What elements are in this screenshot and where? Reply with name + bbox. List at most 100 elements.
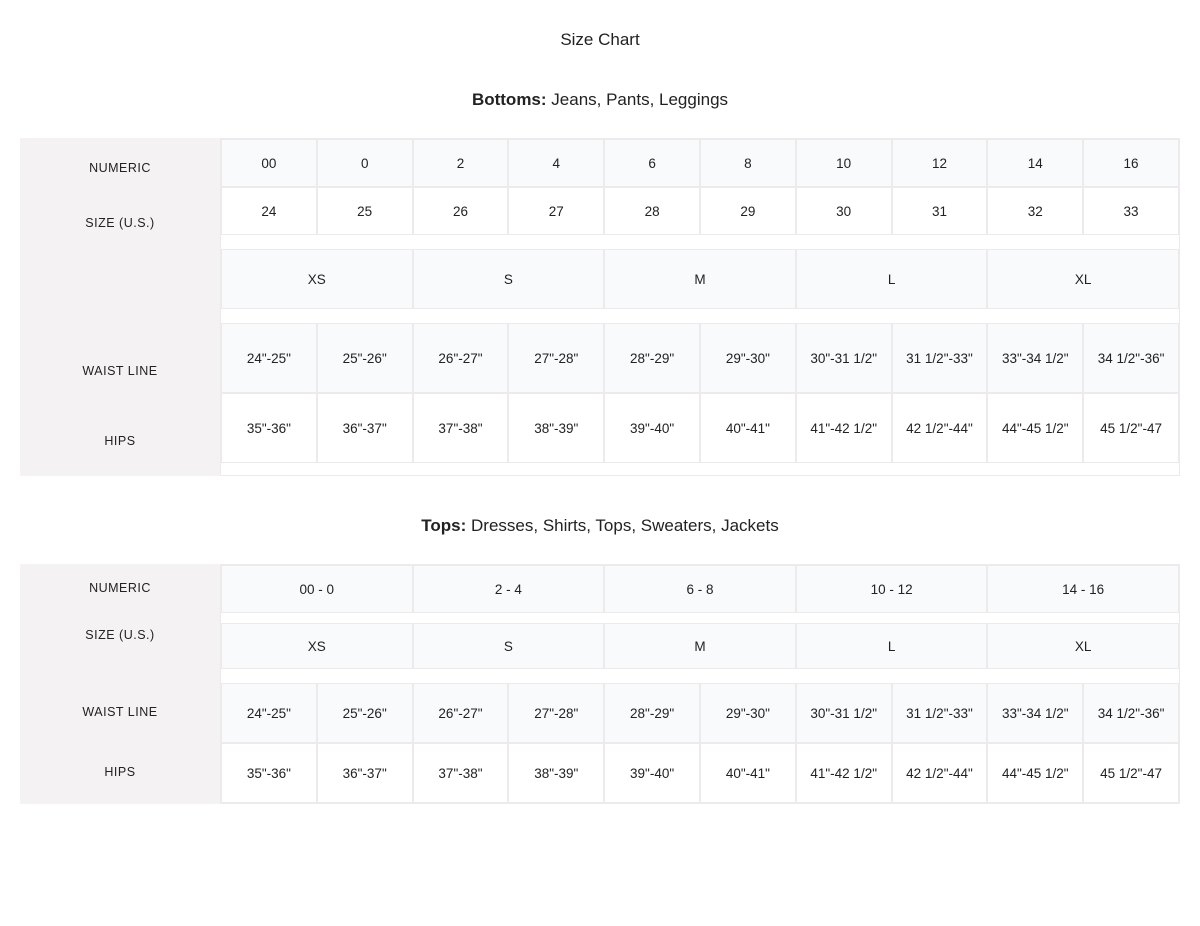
table-cell: 29 <box>700 187 796 235</box>
table-cell: 25"-26" <box>317 683 413 743</box>
table-cell: 2 - 4 <box>413 565 605 613</box>
table-cell: 34 1/2"-36" <box>1083 323 1179 393</box>
label-spacer <box>20 668 220 682</box>
bottoms-data-col: 00 0 2 4 6 8 10 12 14 16 24 25 26 27 28 … <box>220 138 1180 476</box>
table-cell: 10 <box>796 139 892 187</box>
tops-title-bold: Tops: <box>421 516 466 535</box>
label-spacer <box>20 248 220 262</box>
table-cell: 26"-27" <box>413 683 509 743</box>
table-cell: 33"-34 1/2" <box>987 683 1083 743</box>
table-cell: 29"-30" <box>700 683 796 743</box>
bottoms-size-us-row: 24 25 26 27 28 29 30 31 32 33 <box>221 187 1179 235</box>
table-cell: 35"-36" <box>221 743 317 803</box>
label-spacer <box>20 322 220 336</box>
tops-chart: NUMERIC SIZE (U.S.) WAIST LINE HIPS 00 -… <box>20 564 1180 804</box>
row-spacer <box>221 613 1179 623</box>
table-cell: 14 <box>987 139 1083 187</box>
table-cell: 39"-40" <box>604 743 700 803</box>
label-waist: WAIST LINE <box>20 682 220 742</box>
label-numeric: NUMERIC <box>20 138 220 198</box>
table-cell: 38"-39" <box>508 393 604 463</box>
table-cell: 34 1/2"-36" <box>1083 683 1179 743</box>
table-cell: 40"-41" <box>700 393 796 463</box>
table-cell: L <box>796 623 988 669</box>
bottoms-hips-row: 35"-36" 36"-37" 37"-38" 38"-39" 39"-40" … <box>221 393 1179 463</box>
table-cell: 30"-31 1/2" <box>796 683 892 743</box>
table-cell: 32 <box>987 187 1083 235</box>
bottoms-section-title: Bottoms: Jeans, Pants, Leggings <box>20 90 1180 110</box>
label-waist: WAIST LINE <box>20 336 220 406</box>
table-cell: 4 <box>508 139 604 187</box>
table-cell: 6 - 8 <box>604 565 796 613</box>
table-cell: 45 1/2"-47 <box>1083 743 1179 803</box>
table-cell: 42 1/2"-44" <box>892 393 988 463</box>
label-size-us: SIZE (U.S.) <box>20 198 220 248</box>
table-cell: 25 <box>317 187 413 235</box>
table-cell: 27"-28" <box>508 683 604 743</box>
table-cell: 16 <box>1083 139 1179 187</box>
table-cell: XS <box>221 249 413 309</box>
bottoms-waist-row: 24"-25" 25"-26" 26"-27" 27"-28" 28"-29" … <box>221 323 1179 393</box>
table-cell: 2 <box>413 139 509 187</box>
table-cell: XL <box>987 249 1179 309</box>
table-cell: 40"-41" <box>700 743 796 803</box>
table-cell: 00 <box>221 139 317 187</box>
table-cell: 27"-28" <box>508 323 604 393</box>
bottoms-chart: NUMERIC SIZE (U.S.) WAIST LINE HIPS 00 0… <box>20 138 1180 476</box>
bottoms-letters-row: XS S M L XL <box>221 249 1179 309</box>
table-cell: L <box>796 249 988 309</box>
table-cell: 38"-39" <box>508 743 604 803</box>
table-cell: 37"-38" <box>413 743 509 803</box>
table-cell: 33 <box>1083 187 1179 235</box>
row-spacer <box>221 669 1179 683</box>
label-spacer <box>20 262 220 322</box>
table-cell: 35"-36" <box>221 393 317 463</box>
table-cell: 31 <box>892 187 988 235</box>
label-hips: HIPS <box>20 742 220 802</box>
table-cell: 24"-25" <box>221 323 317 393</box>
bottoms-numeric-row: 00 0 2 4 6 8 10 12 14 16 <box>221 139 1179 187</box>
table-cell: 8 <box>700 139 796 187</box>
tops-labels-col: NUMERIC SIZE (U.S.) WAIST LINE HIPS <box>20 564 220 804</box>
table-cell: 28"-29" <box>604 683 700 743</box>
table-cell: 45 1/2"-47 <box>1083 393 1179 463</box>
tops-waist-row: 24"-25" 25"-26" 26"-27" 27"-28" 28"-29" … <box>221 683 1179 743</box>
tops-hips-row: 35"-36" 36"-37" 37"-38" 38"-39" 39"-40" … <box>221 743 1179 803</box>
table-cell: 12 <box>892 139 988 187</box>
table-cell: XL <box>987 623 1179 669</box>
table-cell: 42 1/2"-44" <box>892 743 988 803</box>
label-numeric: NUMERIC <box>20 564 220 612</box>
row-spacer <box>221 309 1179 323</box>
tops-data-col: 00 - 0 2 - 4 6 - 8 10 - 12 14 - 16 XS S … <box>220 564 1180 804</box>
bottoms-title-bold: Bottoms: <box>472 90 547 109</box>
table-cell: S <box>413 623 605 669</box>
table-cell: 26"-27" <box>413 323 509 393</box>
table-cell: 44"-45 1/2" <box>987 743 1083 803</box>
table-cell: 0 <box>317 139 413 187</box>
row-spacer <box>221 235 1179 249</box>
table-cell: 29"-30" <box>700 323 796 393</box>
table-cell: 6 <box>604 139 700 187</box>
table-cell: 24 <box>221 187 317 235</box>
tops-letters-row: XS S M L XL <box>221 623 1179 669</box>
label-spacer <box>20 658 220 668</box>
table-cell: XS <box>221 623 413 669</box>
table-cell: 44"-45 1/2" <box>987 393 1083 463</box>
label-hips: HIPS <box>20 406 220 476</box>
bottoms-labels-col: NUMERIC SIZE (U.S.) WAIST LINE HIPS <box>20 138 220 476</box>
table-cell: M <box>604 623 796 669</box>
table-cell: 31 1/2"-33" <box>892 683 988 743</box>
bottoms-title-rest: Jeans, Pants, Leggings <box>547 90 728 109</box>
page-title: Size Chart <box>20 30 1180 50</box>
table-cell: 14 - 16 <box>987 565 1179 613</box>
tops-title-rest: Dresses, Shirts, Tops, Sweaters, Jackets <box>466 516 778 535</box>
tops-section-title: Tops: Dresses, Shirts, Tops, Sweaters, J… <box>20 516 1180 536</box>
table-cell: 00 - 0 <box>221 565 413 613</box>
table-cell: 26 <box>413 187 509 235</box>
table-cell: 25"-26" <box>317 323 413 393</box>
table-cell: 41"-42 1/2" <box>796 743 892 803</box>
label-size-us: SIZE (U.S.) <box>20 612 220 658</box>
table-cell: 37"-38" <box>413 393 509 463</box>
table-cell: 10 - 12 <box>796 565 988 613</box>
table-cell: 28"-29" <box>604 323 700 393</box>
